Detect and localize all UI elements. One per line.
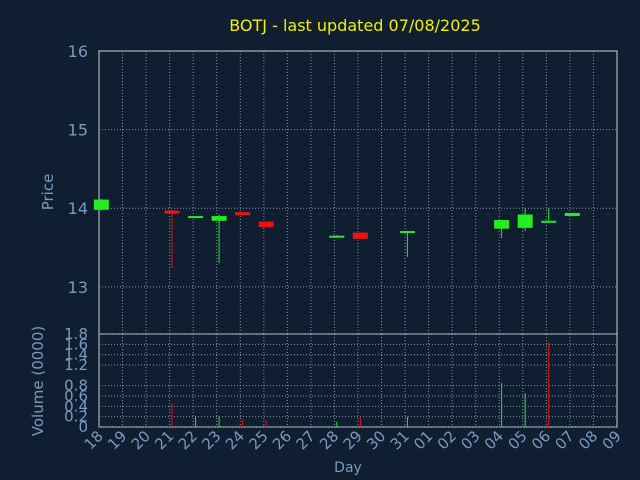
price-axis-label: Price bbox=[39, 174, 57, 211]
x-tick-label: 02 bbox=[434, 427, 460, 453]
candle-body bbox=[564, 212, 580, 217]
candle-body bbox=[494, 220, 510, 229]
x-tick-label: 23 bbox=[198, 427, 224, 453]
x-tick-label: 26 bbox=[269, 427, 295, 453]
x-tick-label: 06 bbox=[528, 427, 554, 453]
volume-y-tick-label: 1.4 bbox=[64, 346, 88, 364]
x-tick-label: 27 bbox=[293, 427, 319, 453]
volume-y-tick-label: 0.8 bbox=[64, 377, 88, 395]
candle-body bbox=[235, 212, 251, 216]
x-tick-label: 29 bbox=[340, 427, 366, 453]
candle-body bbox=[541, 220, 557, 223]
x-tick-label: 31 bbox=[387, 427, 413, 453]
candle-body bbox=[329, 235, 345, 238]
x-tick-label: 20 bbox=[128, 427, 154, 453]
price-y-ticks: 13 14 15 16 bbox=[68, 42, 88, 297]
x-tick-label: 07 bbox=[552, 427, 578, 453]
x-tick-label: 04 bbox=[481, 427, 507, 453]
x-tick-label: 08 bbox=[575, 427, 601, 453]
price-y-tick-label: 13 bbox=[68, 278, 88, 297]
price-grid bbox=[99, 51, 617, 334]
x-tick-label: 19 bbox=[104, 427, 130, 453]
x-tick-label: 09 bbox=[599, 427, 625, 453]
volume-y-tick-label: 1.2 bbox=[64, 356, 88, 374]
volume-y-tick-label: 0 bbox=[78, 418, 88, 436]
x-tick-label: 25 bbox=[245, 427, 271, 453]
volume-bars bbox=[100, 341, 573, 427]
volume-plot-frame bbox=[98, 333, 618, 428]
candle-body bbox=[93, 199, 109, 210]
x-tick-label: 22 bbox=[175, 427, 201, 453]
x-tick-label: 01 bbox=[410, 427, 436, 453]
x-tick-label: 05 bbox=[504, 427, 530, 453]
x-tick-label: 21 bbox=[151, 427, 177, 453]
x-tick-label: 24 bbox=[222, 427, 248, 453]
candle-body bbox=[352, 232, 368, 239]
candle-body bbox=[211, 216, 227, 221]
candle-body bbox=[399, 231, 415, 234]
volume-y-tick-label: 1.8 bbox=[64, 325, 88, 343]
price-panel: 13 14 15 16 Price bbox=[39, 42, 618, 335]
volume-y-ticks: 00.20.40.60.8 1.21.41.61.8 bbox=[64, 325, 88, 436]
volume-panel: 00.20.40.60.8 1.21.41.61.8 Volume (0000) bbox=[29, 325, 618, 436]
candle-body bbox=[188, 216, 204, 219]
candle-body bbox=[517, 214, 533, 228]
x-tick-label: 30 bbox=[363, 427, 389, 453]
x-tick-label: 28 bbox=[316, 427, 342, 453]
x-tick-labels: 1819202122232425262728293031010203040506… bbox=[81, 427, 625, 453]
volume-y-tick-label: 1.6 bbox=[64, 335, 88, 353]
volume-axis-label: Volume (0000) bbox=[29, 326, 47, 436]
volume-grid bbox=[99, 333, 617, 428]
price-y-tick-label: 14 bbox=[68, 199, 88, 218]
volume-y-tick-label: 0.2 bbox=[64, 408, 88, 426]
x-axis-label: Day bbox=[334, 460, 362, 476]
chart-title: BOTJ - last updated 07/08/2025 bbox=[229, 16, 481, 35]
candle-body bbox=[258, 221, 274, 228]
volume-y-tick-label: 0.6 bbox=[64, 387, 88, 405]
x-tick-label: 03 bbox=[457, 427, 483, 453]
candles bbox=[93, 198, 580, 268]
volume-y-tick-label: 0.4 bbox=[64, 397, 88, 415]
price-y-tick-label: 15 bbox=[68, 121, 88, 140]
price-y-tick-label: 16 bbox=[68, 42, 88, 61]
candle-body bbox=[164, 210, 180, 214]
